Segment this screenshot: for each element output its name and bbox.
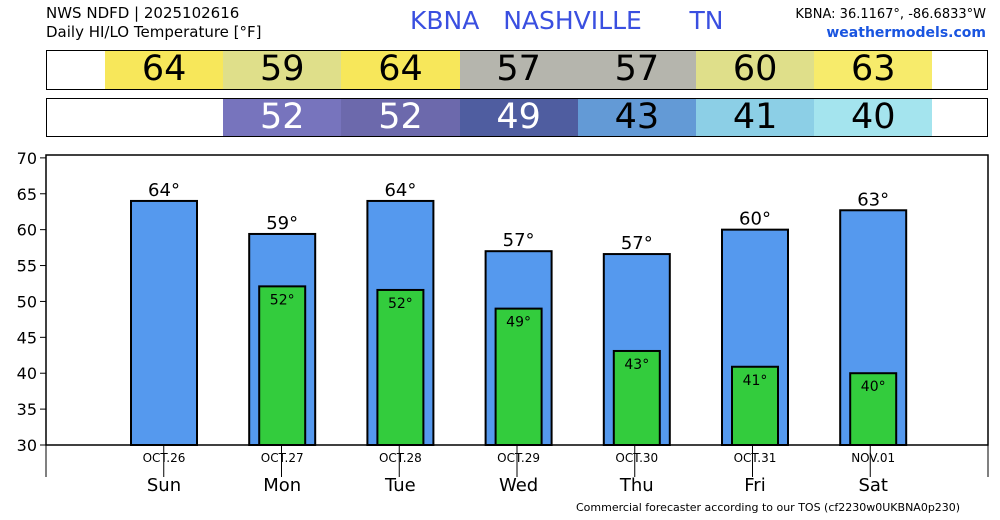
y-tick-label: 65: [17, 185, 37, 204]
lo-bar: [731, 365, 779, 446]
hi_strip-cell: 57: [459, 51, 578, 89]
day-label: Fri: [744, 475, 765, 496]
day-label: Thu: [619, 475, 654, 496]
lo-bar-label: 41°: [743, 373, 768, 389]
high-temp-strip: 64 59 64 57 57 60 63: [46, 50, 988, 90]
hi-bar-label: 64°: [148, 180, 180, 201]
station-state: TN: [689, 6, 724, 35]
y-tick-label: 70: [17, 149, 37, 168]
day-label: Mon: [263, 475, 301, 496]
date-label: OCT.29: [497, 451, 540, 465]
hi-bar-label: 57°: [503, 230, 535, 251]
hi_strip-cell: 59: [223, 51, 342, 89]
lo_strip-cell: 43: [577, 99, 696, 136]
y-tick-label: 60: [17, 221, 37, 240]
lo_strip-cell: 49: [459, 99, 578, 136]
station-city: NASHVILLE: [503, 6, 642, 35]
day-label: Sat: [858, 475, 888, 496]
lo_strip-cell: [105, 99, 224, 136]
low-temp-strip: 52 52 49 43 41 40: [46, 98, 988, 137]
lo_strip-cell: 40: [814, 99, 933, 136]
y-tick-label: 50: [17, 292, 37, 311]
date-label: OCT.27: [261, 451, 304, 465]
station-coords: KBNA: 36.1167°, -86.6833°W: [795, 7, 986, 22]
station-id: KBNA: [410, 6, 480, 35]
hi_strip-cell: 64: [341, 51, 460, 89]
header-info: NWS NDFD | 2025102616 Daily HI/LO Temper…: [46, 4, 262, 42]
hi_strip-cell: 57: [577, 51, 696, 89]
date-label: OCT.30: [615, 451, 658, 465]
hi_strip-cell: 63: [814, 51, 933, 89]
model-run-label: NWS NDFD | 2025102616: [46, 4, 240, 22]
day-label: Wed: [499, 475, 538, 496]
lo-bar: [494, 307, 543, 446]
lo-bar-label: 52°: [270, 292, 295, 308]
hi_strip-cell: 60: [696, 51, 815, 89]
site-link[interactable]: weathermodels.com: [826, 25, 986, 41]
y-tick-label: 55: [17, 257, 37, 276]
y-tick-label: 40: [17, 364, 37, 383]
lo-bar-label: 52°: [388, 296, 413, 312]
lo-bar: [258, 285, 307, 446]
date-label: NOV.01: [851, 451, 895, 465]
lo-bar-label: 43°: [624, 357, 649, 373]
header-right: KBNA: 36.1167°, -86.6833°W weathermodels…: [795, 5, 986, 43]
station-title: KBNA NASHVILLE TN: [410, 6, 723, 35]
hi-bar-label: 57°: [621, 233, 653, 254]
y-tick-label: 45: [17, 328, 37, 347]
lo_strip-cell: 52: [341, 99, 460, 136]
date-label: OCT.31: [734, 451, 777, 465]
hi_strip-cell: 64: [105, 51, 224, 89]
hi-bar-label: 63°: [857, 189, 889, 210]
day-label: Sun: [147, 475, 181, 496]
y-tick-label: 30: [17, 436, 37, 455]
footer-note: Commercial forecaster according to our T…: [576, 501, 961, 514]
chart-subtitle: Daily HI/LO Temperature [°F]: [46, 23, 262, 41]
hi-bar-label: 60°: [739, 209, 771, 230]
hi-bar-label: 59°: [266, 213, 298, 234]
y-tick-label: 35: [17, 400, 37, 419]
lo_strip-cell: 41: [696, 99, 815, 136]
lo_strip-cell: 52: [223, 99, 342, 136]
lo-bar: [849, 372, 898, 447]
lo-bar-label: 40°: [861, 379, 886, 395]
date-label: OCT.28: [379, 451, 422, 465]
lo-bar-label: 49°: [506, 315, 531, 331]
hi-bar-label: 64°: [384, 180, 416, 201]
lo-bar: [612, 349, 661, 446]
lo-bar: [376, 288, 425, 446]
day-label: Tue: [384, 475, 416, 496]
hi-bar: [130, 199, 198, 446]
